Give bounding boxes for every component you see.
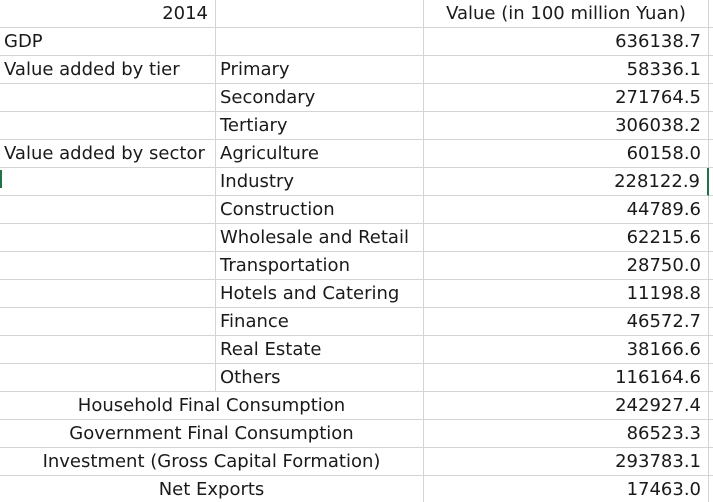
- cell-sector-label[interactable]: Others: [216, 364, 424, 392]
- cell-empty[interactable]: [0, 112, 216, 140]
- cell-sector-value[interactable]: 46572.7: [424, 308, 709, 336]
- cell-expenditure-value[interactable]: 86523.3: [424, 420, 709, 448]
- cell-edge: [709, 84, 713, 112]
- cell-edge: [709, 112, 713, 140]
- cell-edge: [709, 224, 713, 252]
- cell-sector-value[interactable]: 228122.9: [424, 168, 709, 196]
- cell-edge: [709, 392, 713, 420]
- cell-edge: [709, 196, 713, 224]
- cell-edge: [709, 28, 713, 56]
- cell-empty[interactable]: [0, 84, 216, 112]
- cell-edge: [709, 448, 713, 476]
- cell-expenditure-value[interactable]: 293783.1: [424, 448, 709, 476]
- cell-sector-label[interactable]: Construction: [216, 196, 424, 224]
- cell-empty[interactable]: [0, 364, 216, 392]
- cell-empty[interactable]: [0, 280, 216, 308]
- row-marker: [0, 170, 2, 188]
- cell-tier-value[interactable]: 58336.1: [424, 56, 709, 84]
- cell-tier-value[interactable]: 306038.2: [424, 112, 709, 140]
- cell-empty[interactable]: [0, 224, 216, 252]
- cell-expenditure-label[interactable]: Net Exports: [0, 476, 424, 502]
- cell-tier-label[interactable]: Tertiary: [216, 112, 424, 140]
- cell-expenditure-label[interactable]: Investment (Gross Capital Formation): [0, 448, 424, 476]
- cell-edge: [709, 420, 713, 448]
- cell-empty[interactable]: [0, 168, 216, 196]
- cell-empty[interactable]: [216, 0, 424, 28]
- cell-expenditure-value[interactable]: 242927.4: [424, 392, 709, 420]
- cell-edge: [709, 364, 713, 392]
- cell-edge: [709, 168, 713, 196]
- cell-edge: [709, 0, 713, 28]
- cell-empty[interactable]: [216, 28, 424, 56]
- cell-sector-value[interactable]: 11198.8: [424, 280, 709, 308]
- cell-edge: [709, 308, 713, 336]
- cell-sector-group[interactable]: Value added by sector: [0, 140, 216, 168]
- cell-sector-value[interactable]: 62215.6: [424, 224, 709, 252]
- cell-sector-value[interactable]: 60158.0: [424, 140, 709, 168]
- cell-expenditure-label[interactable]: Household Final Consumption: [0, 392, 424, 420]
- cell-sector-label[interactable]: Wholesale and Retail: [216, 224, 424, 252]
- cell-sector-label[interactable]: Hotels and Catering: [216, 280, 424, 308]
- cell-sector-value[interactable]: 116164.6: [424, 364, 709, 392]
- cell-tier-value[interactable]: 271764.5: [424, 84, 709, 112]
- cell-gdp-value[interactable]: 636138.7: [424, 28, 709, 56]
- cell-empty[interactable]: [0, 252, 216, 280]
- cell-edge: [709, 252, 713, 280]
- cell-edge: [709, 476, 713, 502]
- cell-year[interactable]: 2014: [0, 0, 216, 28]
- cell-expenditure-label[interactable]: Government Final Consumption: [0, 420, 424, 448]
- cell-sector-label[interactable]: Agriculture: [216, 140, 424, 168]
- cell-expenditure-value[interactable]: 17463.0: [424, 476, 709, 502]
- cell-sector-value[interactable]: 28750.0: [424, 252, 709, 280]
- cell-sector-label[interactable]: Transportation: [216, 252, 424, 280]
- cell-sector-value[interactable]: 44789.6: [424, 196, 709, 224]
- cell-tier-label[interactable]: Primary: [216, 56, 424, 84]
- cell-sector-label[interactable]: Finance: [216, 308, 424, 336]
- cell-empty[interactable]: [0, 308, 216, 336]
- cell-tier-group[interactable]: Value added by tier: [0, 56, 216, 84]
- cell-sector-value[interactable]: 38166.6: [424, 336, 709, 364]
- cell-gdp-label[interactable]: GDP: [0, 28, 216, 56]
- cell-empty[interactable]: [0, 196, 216, 224]
- cell-empty[interactable]: [0, 336, 216, 364]
- cell-value-header[interactable]: Value (in 100 million Yuan): [424, 0, 709, 28]
- cell-tier-label[interactable]: Secondary: [216, 84, 424, 112]
- cell-sector-label[interactable]: Real Estate: [216, 336, 424, 364]
- cell-sector-label[interactable]: Industry: [216, 168, 424, 196]
- cell-edge: [709, 280, 713, 308]
- cell-edge: [709, 56, 713, 84]
- cell-edge: [709, 336, 713, 364]
- cell-edge: [709, 140, 713, 168]
